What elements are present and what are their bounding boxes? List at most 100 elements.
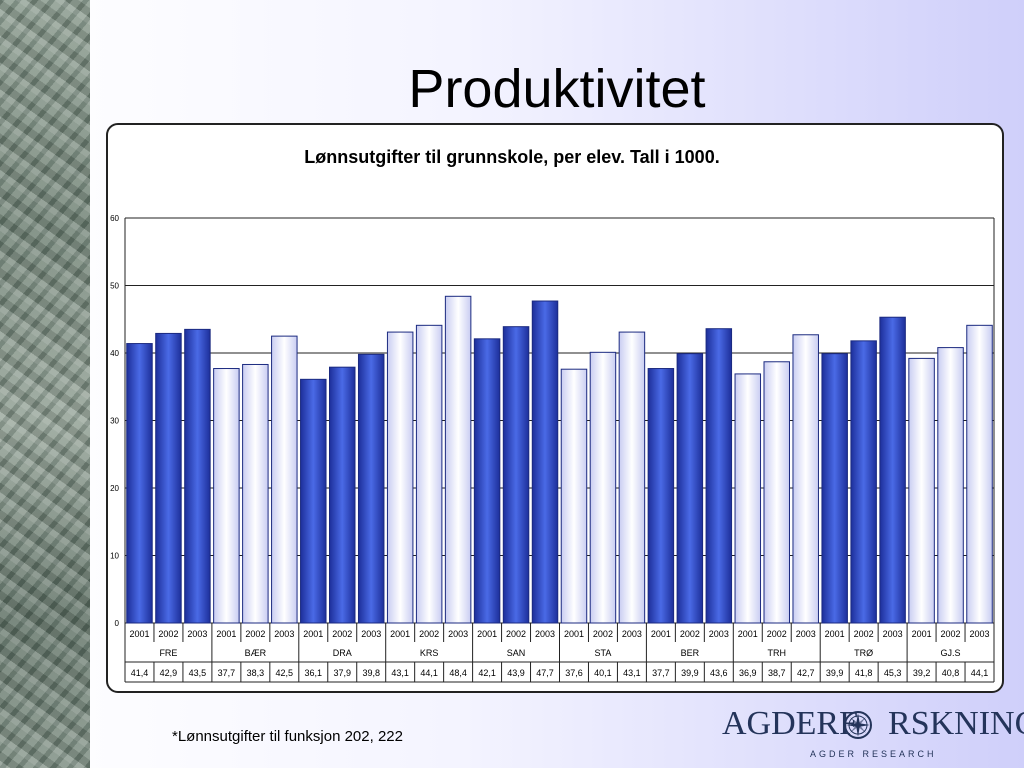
data-label: 48,4 — [449, 668, 467, 678]
chart-title: Lønnsutgifter til grunnskole, per elev. … — [304, 147, 720, 167]
x-group-label: TRØ — [854, 648, 873, 658]
x-tick-label-year: 2003 — [796, 629, 816, 639]
x-tick-label-year: 2002 — [245, 629, 265, 639]
y-tick-label: 30 — [110, 417, 119, 426]
footnote: *Lønnsutgifter til funksjon 202, 222 — [172, 728, 403, 745]
data-label: 44,1 — [420, 668, 438, 678]
data-label: 36,1 — [305, 668, 323, 678]
x-group-label: TRH — [768, 648, 787, 658]
data-label: 39,9 — [681, 668, 699, 678]
bar — [908, 357, 935, 624]
bar — [415, 324, 443, 624]
data-label: 37,7 — [218, 668, 236, 678]
data-label: 43,1 — [391, 668, 409, 678]
x-tick-label-year: 2002 — [419, 629, 439, 639]
bar — [155, 332, 182, 624]
x-tick-label-year: 2002 — [680, 629, 700, 639]
bar — [734, 373, 762, 624]
x-tick-label-year: 2001 — [825, 629, 845, 639]
x-tick-label-year: 2001 — [912, 629, 932, 639]
bar — [966, 324, 993, 624]
y-tick-label: 20 — [110, 484, 119, 493]
bar — [329, 366, 356, 624]
x-tick-label-year: 2001 — [303, 629, 323, 639]
y-tick-label: 60 — [110, 214, 119, 223]
bar — [473, 338, 501, 624]
y-axis-ticks: 0 10 20 30 40 50 60 — [110, 214, 119, 628]
data-label: 41,8 — [855, 668, 873, 678]
x-tick-label-year: 2002 — [506, 629, 526, 639]
x-tick-label-year: 2003 — [535, 629, 555, 639]
data-label: 37,7 — [652, 668, 670, 678]
x-group-label: SAN — [507, 648, 526, 658]
logo-tagline: AGDER RESEARCH — [810, 749, 937, 759]
data-label: 43,6 — [710, 668, 728, 678]
x-tick-label-year: 2002 — [854, 629, 874, 639]
bar — [502, 326, 530, 624]
bars — [126, 295, 993, 624]
x-tick-label-year: 2002 — [593, 629, 613, 639]
data-label: 40,1 — [594, 668, 612, 678]
bar — [184, 328, 211, 624]
bar — [879, 316, 906, 624]
data-label: 43,1 — [623, 668, 641, 678]
data-label: 42,5 — [276, 668, 294, 678]
y-tick-label: 10 — [110, 552, 119, 561]
data-label: 42,9 — [160, 668, 178, 678]
data-label: 39,2 — [913, 668, 931, 678]
x-tick-label-year: 2001 — [651, 629, 671, 639]
x-tick-label-year: 2001 — [216, 629, 236, 639]
x-tick-label-year: 2002 — [767, 629, 787, 639]
bar — [560, 368, 588, 624]
y-tick-label: 50 — [110, 282, 119, 291]
x-tick-label-year: 2001 — [738, 629, 758, 639]
data-label: 40,8 — [942, 668, 960, 678]
x-tick-label-year: 2003 — [448, 629, 468, 639]
data-label: 38,7 — [768, 668, 786, 678]
x-tick-label-year: 2001 — [390, 629, 410, 639]
x-tick-label-year: 2003 — [883, 629, 903, 639]
x-tick-label-year: 2001 — [477, 629, 497, 639]
data-label: 39,9 — [826, 668, 844, 678]
x-tick-label-year: 2002 — [332, 629, 352, 639]
bar — [213, 368, 240, 624]
bar — [444, 295, 472, 624]
bar — [937, 347, 964, 624]
x-tick-label-year: 2002 — [941, 629, 961, 639]
x-tick-label-year: 2003 — [709, 629, 729, 639]
x-group-label: BER — [681, 648, 700, 658]
data-table: 2001 41,4 2002 42,9 2003 43,5 FRE 2001 37,7 2002 3… — [124, 623, 995, 683]
data-label: 36,9 — [739, 668, 757, 678]
x-tick-label-year: 2003 — [622, 629, 642, 639]
stone-texture-strip — [0, 0, 90, 768]
data-label: 37,9 — [333, 668, 351, 678]
bar — [126, 343, 153, 624]
bar — [647, 368, 675, 624]
data-label: 47,7 — [536, 668, 554, 678]
data-label: 39,8 — [362, 668, 380, 678]
x-tick-label-year: 2002 — [158, 629, 178, 639]
data-label: 37,6 — [565, 668, 583, 678]
data-label: 43,5 — [189, 668, 207, 678]
x-group-label: DRA — [333, 648, 352, 658]
logo-wordmark: AGDERFRSKNING — [722, 705, 1024, 742]
bar — [850, 340, 877, 624]
x-group-label: BÆR — [245, 648, 267, 658]
data-label: 42,1 — [478, 668, 496, 678]
bar — [242, 363, 269, 624]
bar — [589, 351, 617, 624]
x-tick-label-year: 2003 — [970, 629, 990, 639]
bar — [618, 331, 646, 624]
x-group-label: FRE — [159, 648, 177, 658]
data-label: 38,3 — [247, 668, 265, 678]
data-label: 42,7 — [797, 668, 815, 678]
x-group-label: STA — [595, 648, 612, 658]
x-group-label: GJ.S — [941, 648, 961, 658]
data-label: 41,4 — [131, 668, 149, 678]
x-tick-label-year: 2001 — [129, 629, 149, 639]
y-tick-label: 40 — [110, 349, 119, 358]
data-label: 44,1 — [971, 668, 989, 678]
bar — [821, 353, 848, 624]
bar — [792, 334, 819, 624]
